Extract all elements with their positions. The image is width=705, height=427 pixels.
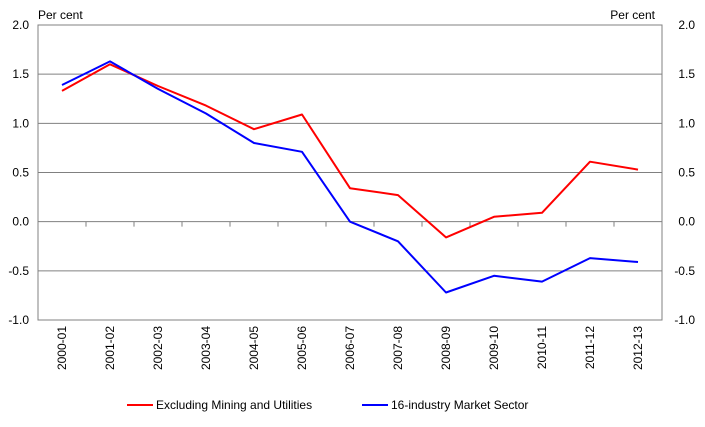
x-tick-label: 2005-06 (295, 326, 309, 370)
y-tick-label-right: -1.0 (674, 313, 695, 327)
series-lines (61, 60, 639, 294)
y-tick-label-right: 1.0 (678, 116, 695, 130)
y-unit-right: Per cent (610, 8, 655, 22)
y-tick-label-left: 2.0 (12, 18, 29, 32)
plot-area-border (37, 24, 663, 321)
y-tick-label-left: 0.5 (12, 166, 29, 180)
x-axis-ticks (37, 221, 663, 227)
x-tick-label: 2010-11 (535, 326, 549, 369)
y-axis-right-labels: 2.0 1.5 1.0 0.5 0.0 -0.5 -1.0 (674, 18, 695, 327)
x-tick-label: 2004-05 (247, 326, 261, 370)
x-tick-label: 2000-01 (55, 326, 69, 370)
x-tick-label: 2006-07 (343, 326, 357, 370)
y-tick-label-right: 2.0 (678, 18, 695, 32)
y-tick-label-left: -1.0 (8, 313, 29, 327)
y-tick-label-right: -0.5 (674, 264, 695, 278)
y-tick-label-right: 0.0 (678, 215, 695, 229)
x-tick-label: 2009-10 (487, 326, 501, 370)
x-tick-label: 2002-03 (151, 326, 165, 370)
x-tick-label: 2007-08 (391, 326, 405, 370)
y-unit-left: Per cent (38, 8, 83, 22)
y-tick-label-right: 0.5 (678, 166, 695, 180)
x-tick-label: 2012-13 (631, 326, 645, 370)
y-tick-label-left: -0.5 (8, 264, 29, 278)
gridlines (38, 73, 662, 272)
x-tick-label: 2001-02 (103, 326, 117, 370)
series-line-1 (61, 63, 639, 239)
y-tick-label-left: 1.0 (12, 116, 29, 130)
x-axis-labels: 2000-01 2001-02 2002-03 2003-04 2004-05 2005-… (55, 326, 645, 370)
legend: Excluding Mining and Utilities 16-industr… (127, 398, 528, 412)
x-tick-label: 2011-12 (583, 326, 597, 369)
x-tick-label: 2003-04 (199, 326, 213, 370)
y-tick-label-right: 1.5 (678, 67, 695, 81)
y-tick-label-left: 0.0 (12, 215, 29, 229)
y-axis-left-labels: 2.0 1.5 1.0 0.5 0.0 -0.5 -1.0 (8, 18, 29, 327)
y-tick-label-left: 1.5 (12, 67, 29, 81)
legend-label-1: Excluding Mining and Utilities (156, 398, 312, 412)
series-line-2 (61, 60, 639, 294)
legend-label-2: 16-industry Market Sector (391, 398, 528, 412)
x-tick-label: 2008-09 (439, 326, 453, 370)
